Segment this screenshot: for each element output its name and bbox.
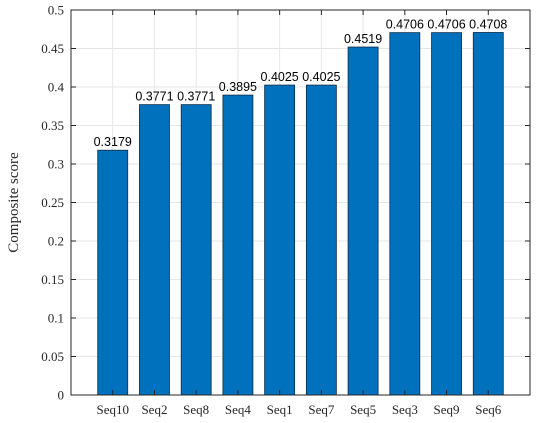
x-tick-label: Seq9 bbox=[434, 402, 460, 417]
bar-seq6 bbox=[472, 32, 504, 396]
x-tick-label: Seq3 bbox=[392, 402, 418, 417]
y-axis-label: Composite score bbox=[6, 152, 22, 253]
y-tick-label: 0.25 bbox=[41, 195, 64, 210]
bar-seq5 bbox=[347, 46, 379, 396]
y-tick-label: 0.3 bbox=[48, 157, 64, 172]
bar-seq1 bbox=[264, 84, 296, 396]
data-label: 0.4519 bbox=[344, 32, 382, 46]
bar-seq9 bbox=[431, 32, 462, 396]
bar-seq4 bbox=[222, 94, 254, 396]
data-label: 0.3771 bbox=[135, 90, 173, 104]
data-label: 0.4708 bbox=[469, 17, 507, 31]
x-axis-ticks: Seq10 Seq2 Seq8 Seq4 Seq1 Seq7 Seq5 Seq3 Seq9 Seq… bbox=[96, 10, 502, 417]
bar-seq8 bbox=[180, 104, 212, 396]
y-tick-label: 0.15 bbox=[41, 272, 64, 287]
x-tick-label: Seq10 bbox=[96, 402, 129, 417]
bar-seq2 bbox=[139, 104, 170, 396]
x-tick-label: Seq2 bbox=[141, 402, 167, 417]
y-tick-label: 0.05 bbox=[41, 349, 64, 364]
y-tick-label: 0 bbox=[58, 388, 65, 403]
data-label: 0.4025 bbox=[261, 70, 299, 84]
x-tick-label: Seq5 bbox=[350, 402, 376, 417]
data-label: 0.3895 bbox=[219, 80, 257, 94]
data-labels: 0.3179 0.3771 0.3771 0.3895 0.4025 0.4025 0.45… bbox=[94, 17, 508, 149]
data-label: 0.4706 bbox=[427, 18, 465, 32]
data-label: 0.4706 bbox=[386, 18, 424, 32]
x-tick-label: Seq7 bbox=[308, 402, 335, 417]
x-tick-label: Seq1 bbox=[267, 402, 293, 417]
y-tick-label: 0.35 bbox=[41, 118, 64, 133]
data-label: 0.3179 bbox=[94, 135, 132, 149]
data-label: 0.3771 bbox=[177, 90, 215, 104]
bar-seq10 bbox=[97, 149, 129, 396]
data-label: 0.4025 bbox=[302, 70, 340, 84]
bar-seq3 bbox=[389, 32, 421, 396]
x-tick-label: Seq6 bbox=[475, 402, 502, 417]
y-tick-label: 0.4 bbox=[48, 80, 65, 95]
y-axis-ticks: 0 0.05 0.1 0.15 0.2 0.25 0.3 0.35 0.4 0.45 0.5 bbox=[41, 3, 530, 403]
y-tick-label: 0.45 bbox=[41, 41, 64, 56]
y-tick-label: 0.2 bbox=[48, 234, 64, 249]
y-tick-label: 0.5 bbox=[48, 3, 64, 18]
x-tick-label: Seq8 bbox=[183, 402, 209, 417]
x-tick-label: Seq4 bbox=[225, 402, 252, 417]
bar-seq7 bbox=[305, 84, 337, 396]
y-tick-label: 0.1 bbox=[48, 311, 64, 326]
bars bbox=[97, 32, 504, 396]
